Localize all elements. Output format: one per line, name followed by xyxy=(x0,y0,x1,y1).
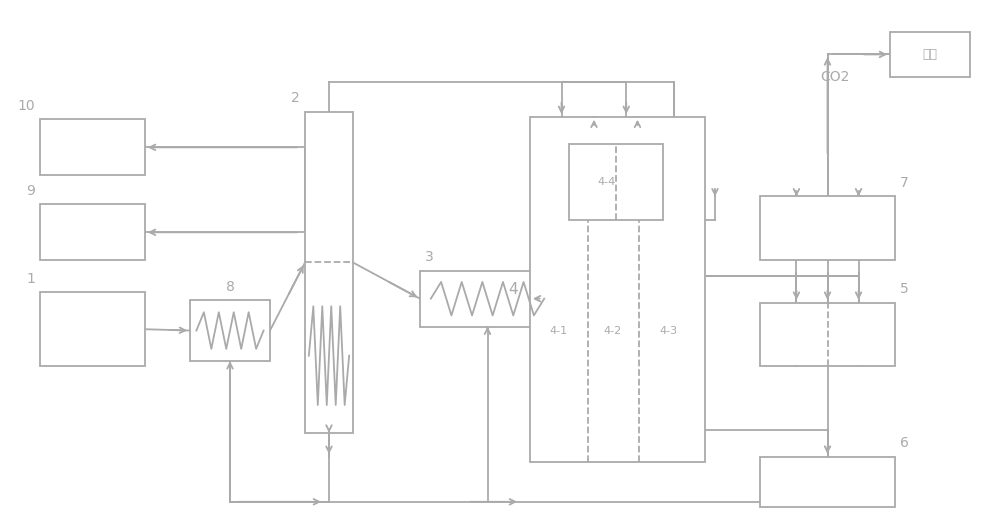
Text: 4: 4 xyxy=(508,282,518,297)
Bar xyxy=(760,196,895,260)
Text: 4-1: 4-1 xyxy=(549,326,567,336)
Text: 2: 2 xyxy=(291,91,300,105)
Bar xyxy=(40,204,145,260)
Text: 4-3: 4-3 xyxy=(659,326,677,336)
Bar xyxy=(190,300,270,361)
Bar xyxy=(760,457,895,507)
Bar xyxy=(40,119,145,175)
Bar xyxy=(420,271,555,327)
Text: 9: 9 xyxy=(26,184,35,198)
Bar xyxy=(760,303,895,366)
Text: CO2: CO2 xyxy=(820,70,850,84)
Text: 4-4: 4-4 xyxy=(597,177,615,187)
Text: 8: 8 xyxy=(226,280,234,294)
Bar xyxy=(305,112,353,433)
Text: 5: 5 xyxy=(900,282,909,296)
Text: 3: 3 xyxy=(425,251,434,264)
Text: 封存: 封存 xyxy=(922,48,938,61)
Text: 6: 6 xyxy=(900,436,909,450)
Text: 1: 1 xyxy=(26,272,35,286)
Bar xyxy=(568,144,663,220)
Text: 4-2: 4-2 xyxy=(603,326,621,336)
Text: 7: 7 xyxy=(900,176,909,190)
Bar xyxy=(530,117,705,462)
Bar xyxy=(890,32,970,77)
Text: 10: 10 xyxy=(17,99,35,113)
Bar xyxy=(40,292,145,366)
